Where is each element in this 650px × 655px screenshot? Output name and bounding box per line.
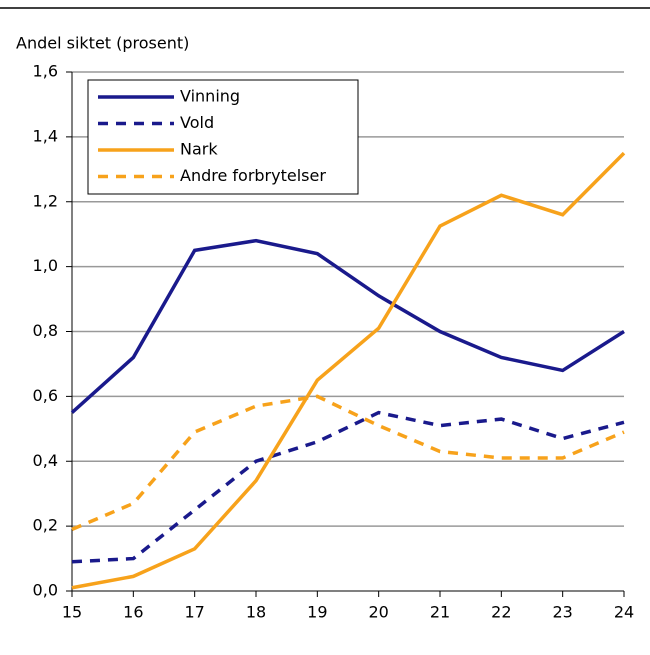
y-tick-label: 1,0 — [33, 256, 58, 275]
y-tick-label: 0,8 — [33, 321, 58, 340]
legend-label: Andre forbrytelser — [180, 166, 326, 185]
x-tick-label: 17 — [184, 603, 204, 622]
x-tick-label: 24 — [614, 603, 634, 622]
y-tick-label: 0,4 — [33, 451, 58, 470]
legend-label: Vold — [180, 113, 214, 132]
series-line — [71, 151, 626, 590]
x-tick-label: 16 — [123, 603, 143, 622]
x-tick-label: 20 — [368, 603, 388, 622]
x-tick-label: 21 — [430, 603, 450, 622]
legend-label: Vinning — [180, 87, 240, 106]
series-line — [71, 394, 625, 531]
series-line — [70, 238, 625, 414]
y-axis-label: Andel siktet (prosent) — [16, 34, 189, 53]
y-tick-label: 1,4 — [33, 126, 58, 145]
y-tick-label: 1,6 — [33, 62, 58, 81]
x-tick-label: 15 — [62, 603, 82, 622]
legend-box — [87, 79, 359, 195]
x-tick-label: 19 — [307, 603, 327, 622]
y-tick-label: 0,0 — [33, 581, 58, 600]
x-tick-label: 18 — [246, 603, 266, 622]
x-tick-label: 22 — [491, 603, 511, 622]
y-tick-label: 0,6 — [33, 386, 58, 405]
y-tick-label: 0,2 — [33, 516, 58, 535]
x-tick-label: 23 — [552, 603, 572, 622]
y-tick-label: 1,2 — [33, 191, 58, 210]
series-line — [71, 410, 625, 564]
legend-label: Nark — [180, 140, 218, 159]
